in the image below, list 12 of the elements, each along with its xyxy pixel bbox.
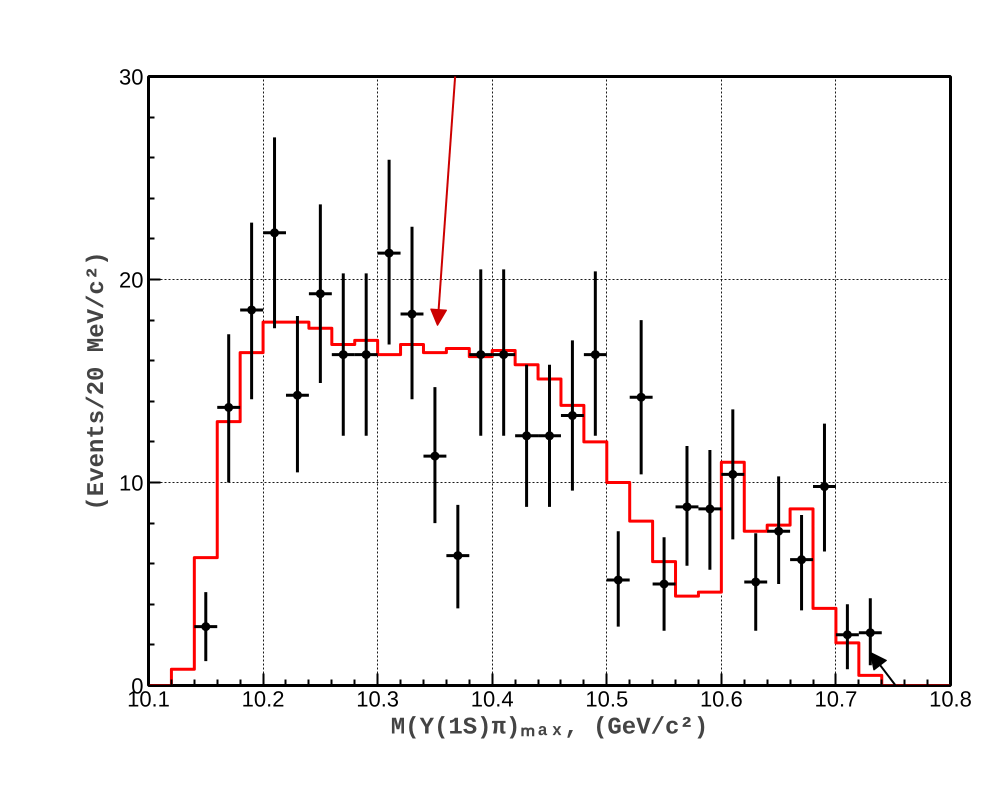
y-tick-label: 20: [119, 268, 144, 292]
x-tick-label: 10.4: [470, 686, 514, 712]
x-tick-label: 10.3: [356, 686, 400, 712]
x-tick-label: 10.6: [700, 686, 743, 712]
x-tick-label: 10.8: [929, 686, 972, 712]
x-tick-label: 10.2: [242, 686, 284, 712]
x-tick-label: 10.5: [585, 686, 628, 712]
y-tick-label: 30: [119, 64, 144, 90]
x-tick-label: 10.7: [814, 686, 858, 712]
y-axis-title: (Events/20 MeV/c²): [84, 251, 112, 511]
y-tick-label: 10: [119, 470, 144, 496]
x-axis-title: M(Υ(1S)π)ₘₐₓ, (GeV/c²): [390, 714, 708, 742]
